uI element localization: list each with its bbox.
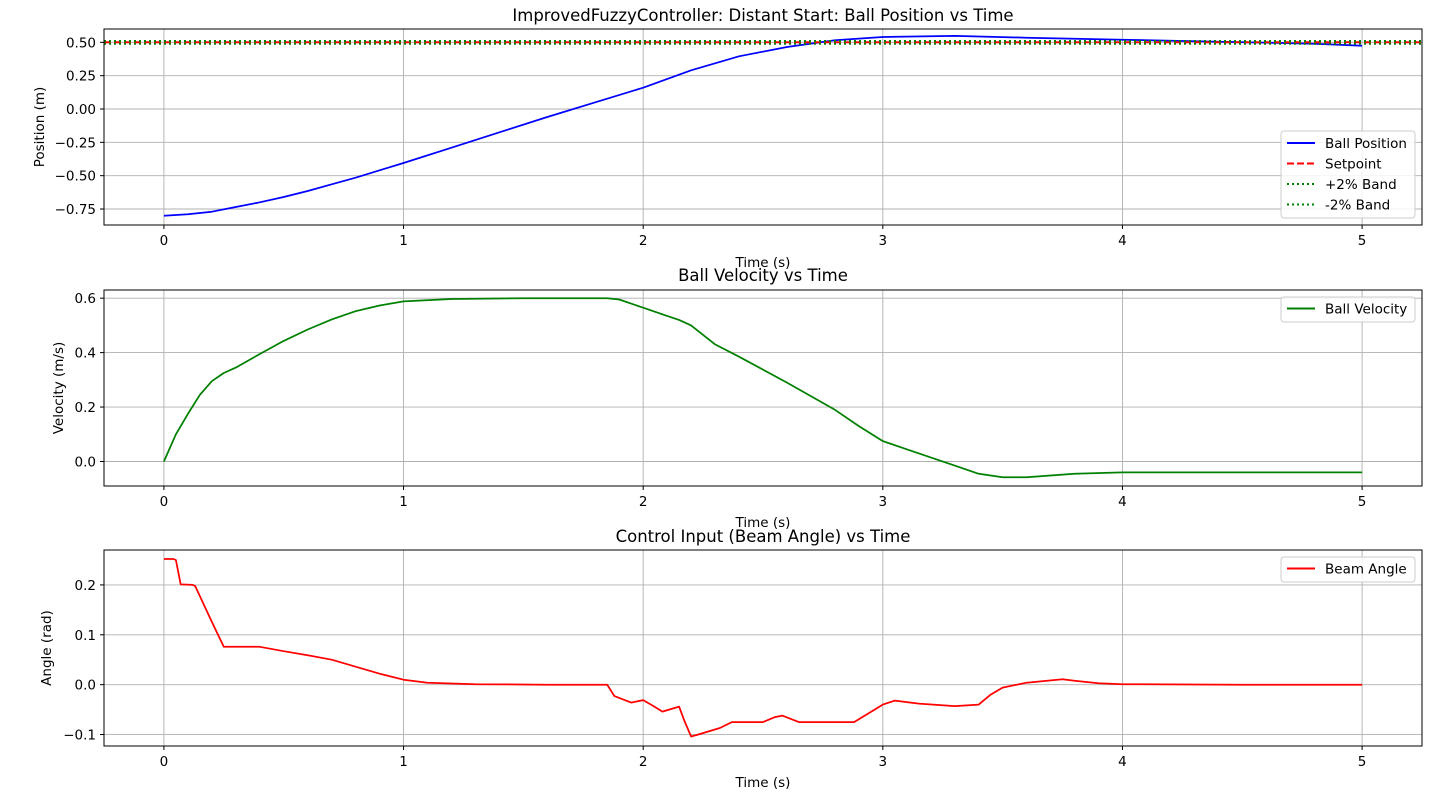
position-series <box>104 35 1422 217</box>
velocity-x-tick-label: 2 <box>639 494 648 510</box>
angle-y-tick-label: 0.0 <box>75 678 96 694</box>
velocity-y-tick-label: 0.0 <box>75 455 96 471</box>
position-y-tick-label: 0.25 <box>66 69 96 85</box>
position-y-tick-label: −0.50 <box>55 169 96 185</box>
legend-label-ball-position: Ball Position <box>1325 136 1407 152</box>
velocity-y-tick-label: 0.4 <box>75 346 96 362</box>
velocity-chart-title: Ball Velocity vs Time <box>678 266 848 285</box>
position-x-tick-label: 3 <box>879 233 888 249</box>
velocity-x-tick-label: 5 <box>1358 494 1367 510</box>
angle-series-beam-angle <box>163 558 1363 738</box>
position-x-axis-label: Time (s) <box>735 255 791 271</box>
position-plot-area <box>104 29 1422 225</box>
angle-y-tick-label: 0.1 <box>75 628 96 644</box>
legend-label-setpoint: Setpoint <box>1325 157 1382 173</box>
velocity-x-tick-label: 1 <box>399 494 408 510</box>
legend-label-minus-band: -2% Band <box>1325 198 1390 214</box>
angle-y-axis-label: Angle (rad) <box>39 610 55 686</box>
velocity-legend-box <box>1280 296 1416 323</box>
velocity-y-axis-label: Velocity (m/s) <box>51 342 67 435</box>
legend-label-plus-band: +2% Band <box>1325 177 1397 193</box>
velocity-x-tick-label: 0 <box>160 494 169 510</box>
position-y-tick-label: −0.75 <box>55 202 96 218</box>
position-ticks: 0 1 2 3 4 5 −0.75 −0.50 −0.25 0.00 0.25 0.50 <box>55 35 1367 249</box>
velocity-y-tick-label: 0.2 <box>75 400 96 416</box>
legend-label-ball-velocity: Ball Velocity <box>1325 302 1407 318</box>
angle-x-tick-label: 4 <box>1118 754 1127 770</box>
angle-chart-title: Control Input (Beam Angle) vs Time <box>616 527 911 546</box>
velocity-x-axis-label: Time (s) <box>735 515 791 531</box>
angle-x-tick-label: 1 <box>399 754 408 770</box>
position-x-tick-label: 0 <box>160 233 169 249</box>
position-series-ball-position <box>163 35 1363 217</box>
velocity-chart: 0 1 2 3 4 5 0.0 0.2 0.4 0.6 Ball Velocity vs Time… <box>51 266 1423 531</box>
angle-gridlines <box>104 550 1422 746</box>
velocity-series-ball-velocity <box>163 297 1363 479</box>
angle-series <box>163 558 1363 738</box>
angle-y-tick-label: 0.2 <box>75 578 96 594</box>
angle-x-tick-label: 3 <box>879 754 888 770</box>
velocity-gridlines <box>104 290 1422 486</box>
legend-label-beam-angle: Beam Angle <box>1325 562 1407 578</box>
angle-legend: Beam Angle <box>1280 556 1416 583</box>
position-x-tick-label: 2 <box>639 233 648 249</box>
position-legend-box <box>1280 130 1416 219</box>
position-y-tick-label: 0.00 <box>66 102 96 118</box>
angle-axes-frame <box>103 549 1423 747</box>
position-x-tick-label: 1 <box>399 233 408 249</box>
velocity-axes-frame <box>103 289 1423 487</box>
position-y-tick-label: 0.50 <box>66 35 96 51</box>
angle-x-axis-label: Time (s) <box>735 775 791 791</box>
position-chart-title: ImprovedFuzzyController: Distant Start: … <box>512 6 1013 25</box>
position-legend: Ball Position Setpoint +2% Band -2% Band <box>1280 130 1416 219</box>
angle-y-tick-label: −0.1 <box>63 728 96 744</box>
velocity-legend: Ball Velocity <box>1280 296 1416 323</box>
position-y-tick-label: −0.25 <box>55 135 96 151</box>
position-axes-frame <box>103 28 1423 226</box>
angle-plot-area <box>104 550 1422 746</box>
angle-x-tick-label: 2 <box>639 754 648 770</box>
angle-x-tick-label: 5 <box>1358 754 1367 770</box>
velocity-y-tick-label: 0.6 <box>75 291 96 307</box>
position-gridlines <box>104 29 1422 225</box>
position-chart: 0 1 2 3 4 5 −0.75 −0.50 −0.25 0.00 0.25 0.50 Improv… <box>32 6 1423 271</box>
angle-x-tick-label: 0 <box>160 754 169 770</box>
velocity-x-tick-label: 4 <box>1118 494 1127 510</box>
velocity-x-tick-label: 3 <box>879 494 888 510</box>
position-y-axis-label: Position (m) <box>32 87 48 168</box>
position-x-tick-label: 5 <box>1358 233 1367 249</box>
velocity-series <box>163 297 1363 479</box>
angle-legend-box <box>1280 556 1416 583</box>
position-x-tick-label: 4 <box>1118 233 1127 249</box>
angle-ticks: 0 1 2 3 4 5 −0.1 0.0 0.1 0.2 <box>63 578 1366 770</box>
velocity-plot-area <box>104 290 1422 486</box>
angle-chart: 0 1 2 3 4 5 −0.1 0.0 0.1 0.2 Control Input (Beam … <box>39 527 1423 791</box>
velocity-ticks: 0 1 2 3 4 5 0.0 0.2 0.4 0.6 <box>75 291 1367 510</box>
